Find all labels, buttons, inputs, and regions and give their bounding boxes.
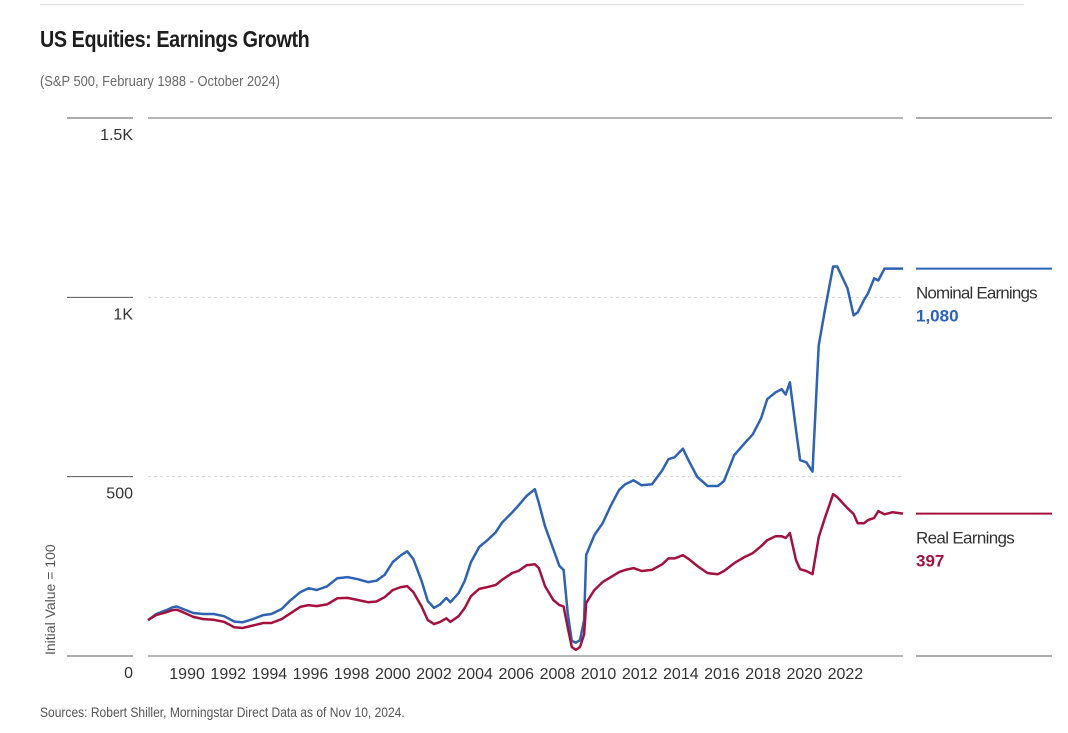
chart-subtitle: (S&P 500, February 1988 - October 2024) <box>40 73 280 90</box>
series-lines <box>147 265 904 652</box>
x-tick-label: 2012 <box>622 666 658 683</box>
x-tick-label: 2004 <box>457 666 493 683</box>
series-line-real-earnings <box>147 492 904 652</box>
x-tick-label: 2006 <box>498 666 534 683</box>
legend-value: 1,080 <box>916 307 959 326</box>
x-tick-label: 1992 <box>210 666 246 683</box>
y-tick-label: 0 <box>124 665 133 682</box>
x-tick-label: 2018 <box>745 666 781 683</box>
x-tick-label: 2022 <box>828 666 864 683</box>
y-axis: 0 500 1K 1.5K <box>67 117 133 682</box>
x-tick-label: 2014 <box>663 666 699 683</box>
y-tick-label: 1.5K <box>100 127 133 144</box>
y-axis-title: Initial Value = 100 <box>42 544 58 655</box>
legend-label: Nominal Earnings <box>916 284 1038 303</box>
legend-value: 397 <box>916 552 944 571</box>
top-divider <box>40 4 1024 5</box>
x-tick-label: 2000 <box>375 666 411 683</box>
legend: Nominal Earnings 1,080 Real Earnings 397 <box>916 267 1052 571</box>
x-tick-label: 1994 <box>252 666 288 683</box>
y-tick-label: 1K <box>113 306 133 323</box>
chart-title: US Equities: Earnings Growth <box>40 26 310 52</box>
x-tick-label: 2008 <box>540 666 576 683</box>
x-tick-label: 1998 <box>334 666 370 683</box>
x-tick-label: 2016 <box>704 666 740 683</box>
x-tick-label: 2020 <box>786 666 822 683</box>
legend-label: Real Earnings <box>916 529 1015 548</box>
gridlines <box>148 117 1052 657</box>
x-tick-label: 1996 <box>293 666 329 683</box>
x-axis: 1990 1992 1994 1996 1998 2000 2002 2004 2006 2008… <box>169 666 863 683</box>
x-tick-label: 1990 <box>169 666 205 683</box>
x-tick-label: 2002 <box>416 666 452 683</box>
y-tick-label: 500 <box>106 486 133 503</box>
x-tick-label: 2010 <box>581 666 617 683</box>
source-note: Sources: Robert Shiller, Morningstar Dir… <box>40 704 405 720</box>
series-line-nominal-earnings <box>147 265 903 644</box>
